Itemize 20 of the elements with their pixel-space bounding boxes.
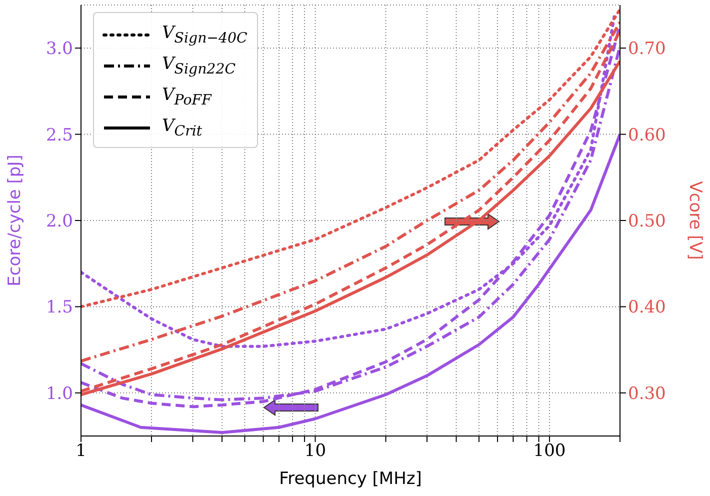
y-tick-label: 1.5 <box>46 298 73 318</box>
annotation: V$_{Crit}$ <box>162 116 202 140</box>
y2-tick-label: 0.30 <box>628 384 666 404</box>
y-tick-label: 2.5 <box>46 125 73 146</box>
y2-tick-label: 0.40 <box>628 298 666 318</box>
annotation: V$_{Sign22C}$ <box>162 54 236 78</box>
y2-axis-title: Vcore [V] <box>684 181 705 260</box>
y-tick-label: 2.0 <box>46 212 73 232</box>
x-tick-label: 10 <box>304 441 326 462</box>
y-axis-title: Ecore/cycle [pJ] <box>5 154 26 286</box>
y-tick-label: 1.0 <box>46 384 73 404</box>
annotation: V$_{Sign−40C}$ <box>162 22 248 46</box>
y2-tick-label: 0.50 <box>628 212 666 232</box>
y-tick-label: 3.0 <box>46 39 73 60</box>
x-axis-title: Frequency [MHz] <box>279 469 422 489</box>
x-tick-label: 100 <box>533 441 566 462</box>
y2-tick-label: 0.70 <box>628 39 666 60</box>
annotation: V$_{PoFF}$ <box>162 84 212 108</box>
x-tick-label: 1 <box>76 441 86 462</box>
y2-tick-label: 0.60 <box>628 125 666 146</box>
